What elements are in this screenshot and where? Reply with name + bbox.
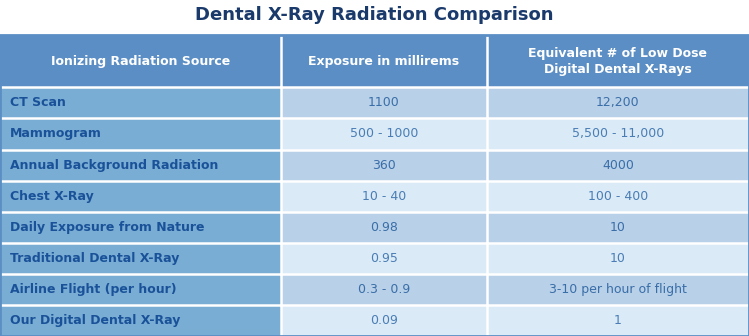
Text: 10 - 40: 10 - 40 [362, 190, 406, 203]
Text: 1: 1 [614, 314, 622, 327]
Text: Exposure in millirems: Exposure in millirems [309, 55, 459, 68]
Text: 3-10 per hour of flight: 3-10 per hour of flight [549, 283, 687, 296]
Text: Airline Flight (per hour): Airline Flight (per hour) [10, 283, 176, 296]
Bar [487, 87, 749, 119]
Bar [281, 181, 487, 212]
Bar [0, 119, 281, 150]
Bar [281, 35, 487, 87]
Bar [281, 119, 487, 150]
Bar [281, 274, 487, 305]
Bar [0, 87, 281, 119]
Text: 10: 10 [610, 252, 626, 265]
Bar [281, 243, 487, 274]
Text: 0.3 - 0.9: 0.3 - 0.9 [358, 283, 410, 296]
Bar [487, 305, 749, 336]
Bar [281, 150, 487, 181]
Text: Ionizing Radiation Source: Ionizing Radiation Source [51, 55, 230, 68]
Bar [0, 274, 281, 305]
Text: 10: 10 [610, 221, 626, 234]
Bar [0, 243, 281, 274]
Text: Chest X-Ray: Chest X-Ray [10, 190, 94, 203]
Bar [487, 119, 749, 150]
Bar [0, 35, 281, 87]
Text: 0.09: 0.09 [370, 314, 398, 327]
Text: 360: 360 [372, 159, 395, 172]
Text: Dental X-Ray Radiation Comparison: Dental X-Ray Radiation Comparison [195, 6, 554, 24]
Text: 100 - 400: 100 - 400 [588, 190, 648, 203]
Bar [0, 305, 281, 336]
Text: Mammogram: Mammogram [10, 127, 102, 140]
Bar [281, 87, 487, 119]
Bar [0, 150, 281, 181]
Text: 1100: 1100 [368, 96, 400, 110]
Bar [0, 181, 281, 212]
Bar [0, 35, 749, 336]
Text: Daily Exposure from Nature: Daily Exposure from Nature [10, 221, 204, 234]
Bar [0, 212, 281, 243]
Text: Our Digital Dental X-Ray: Our Digital Dental X-Ray [10, 314, 180, 327]
Text: 4000: 4000 [602, 159, 634, 172]
Text: Traditional Dental X-Ray: Traditional Dental X-Ray [10, 252, 179, 265]
Bar [487, 274, 749, 305]
Text: 0.98: 0.98 [370, 221, 398, 234]
Text: Annual Background Radiation: Annual Background Radiation [10, 159, 218, 172]
Bar [487, 35, 749, 87]
Bar [487, 150, 749, 181]
Text: 0.95: 0.95 [370, 252, 398, 265]
Bar [487, 181, 749, 212]
Bar [281, 212, 487, 243]
Text: CT Scan: CT Scan [10, 96, 66, 110]
Text: 500 - 1000: 500 - 1000 [350, 127, 418, 140]
Bar [487, 243, 749, 274]
Text: Equivalent # of Low Dose
Digital Dental X-Rays: Equivalent # of Low Dose Digital Dental … [529, 47, 707, 76]
Text: 12,200: 12,200 [596, 96, 640, 110]
Bar [487, 212, 749, 243]
Bar [281, 305, 487, 336]
Text: 5,500 - 11,000: 5,500 - 11,000 [571, 127, 664, 140]
